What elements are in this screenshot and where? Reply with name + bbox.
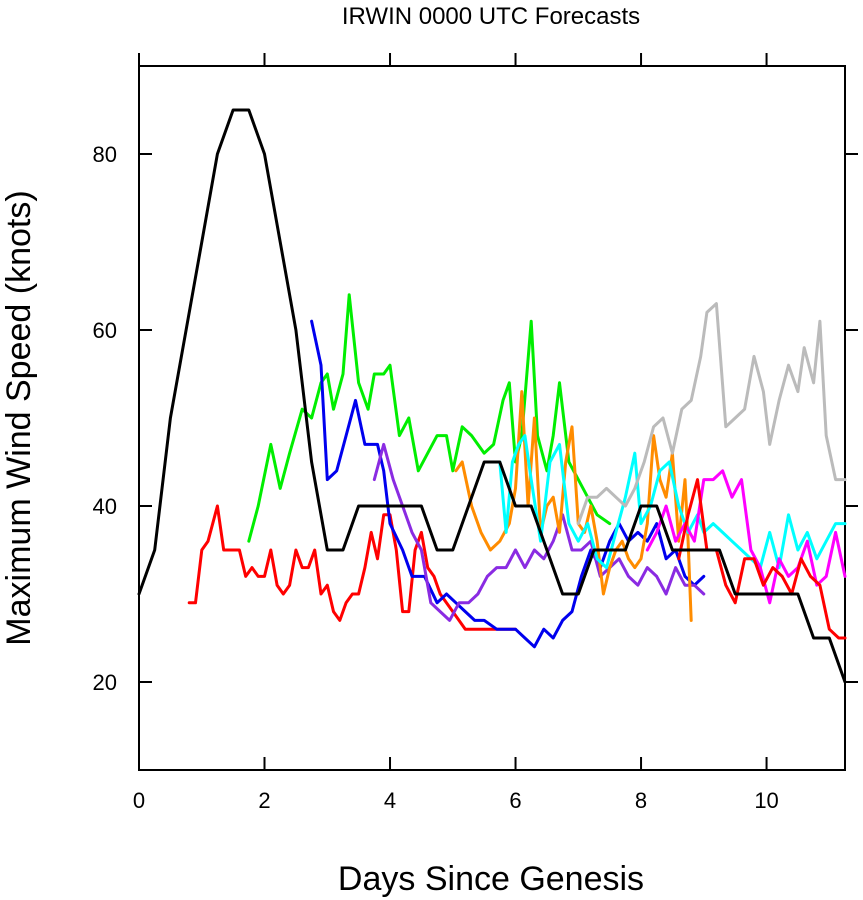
plot-frame <box>138 65 846 771</box>
series-line <box>187 504 517 631</box>
chart-title: IRWIN 0000 UTC Forecasts <box>342 3 640 30</box>
x-tick-label: 6 <box>509 788 521 813</box>
series-line <box>498 434 847 570</box>
axis-ticks <box>138 53 858 770</box>
axis-tick-labels: 0 2 4 6 8 10 20 40 60 80 <box>93 142 779 813</box>
x-tick-label: 4 <box>384 788 396 813</box>
series-line <box>310 319 706 649</box>
y-axis-label: Maximum Wind Speed (knots) <box>0 190 38 645</box>
x-tick-label: 0 <box>133 788 145 813</box>
y-tick-label: 80 <box>93 142 117 167</box>
x-axis-label: Days Since Genesis <box>338 860 644 898</box>
series-line <box>372 442 706 622</box>
series-line <box>576 302 847 526</box>
series-line <box>137 108 847 684</box>
series-line <box>645 469 847 605</box>
y-tick-label: 40 <box>93 494 117 519</box>
x-tick-label: 2 <box>258 788 270 813</box>
x-tick-label: 10 <box>754 788 778 813</box>
series-line <box>247 293 612 543</box>
y-tick-label: 60 <box>93 318 117 343</box>
y-tick-label: 20 <box>93 670 117 695</box>
x-tick-label: 8 <box>635 788 647 813</box>
series-layer <box>137 108 847 684</box>
